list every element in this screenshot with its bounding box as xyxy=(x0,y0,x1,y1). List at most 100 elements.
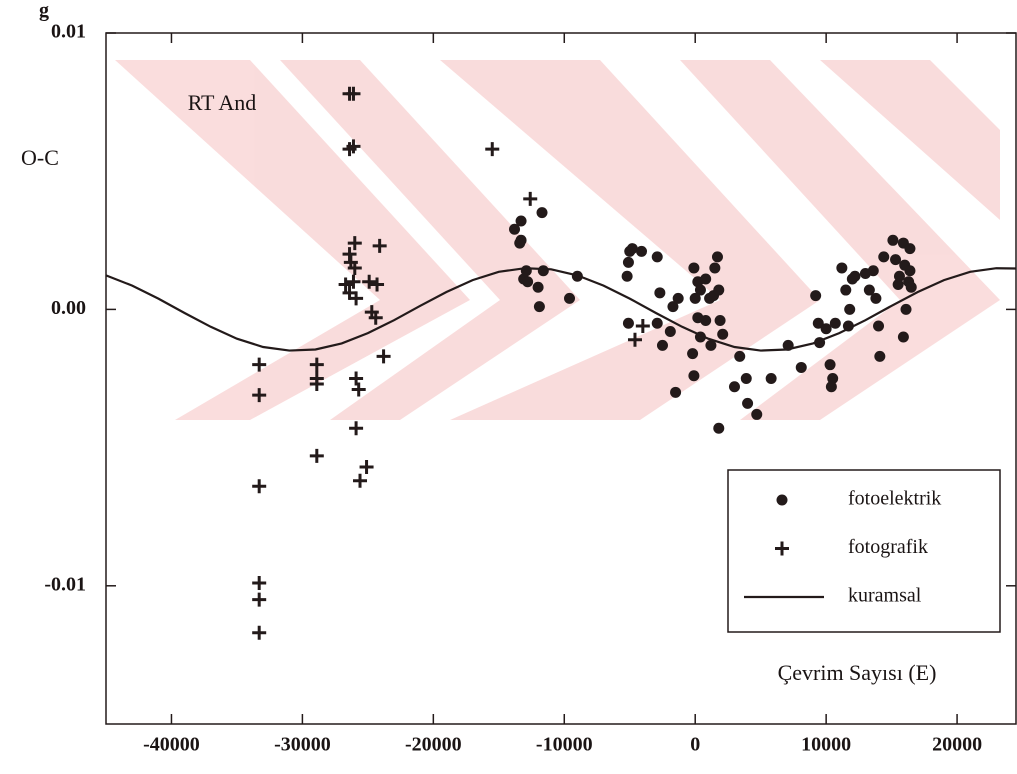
data-point xyxy=(892,279,904,291)
data-point xyxy=(349,421,364,436)
y-tick-label: 0.00 xyxy=(51,297,86,319)
data-point xyxy=(509,223,521,235)
chart-title: RT And xyxy=(188,90,257,115)
data-point xyxy=(689,292,701,304)
data-point xyxy=(252,576,267,591)
data-point xyxy=(627,332,642,347)
data-point xyxy=(664,326,676,338)
x-tick-label: -40000 xyxy=(143,734,200,756)
data-point xyxy=(622,256,634,268)
data-point xyxy=(795,361,807,373)
data-point xyxy=(887,234,899,246)
data-point xyxy=(362,274,377,289)
data-point xyxy=(532,281,544,293)
x-tick-label: 20000 xyxy=(932,734,982,756)
data-point xyxy=(714,314,726,326)
legend-label: fotoelektrik xyxy=(848,488,941,510)
data-point xyxy=(309,448,324,463)
data-point xyxy=(829,317,841,329)
x-tick-label: -20000 xyxy=(405,734,462,756)
data-point xyxy=(621,270,633,282)
data-point xyxy=(376,349,391,364)
data-point xyxy=(820,323,832,335)
data-point xyxy=(523,191,538,206)
data-point xyxy=(849,270,861,282)
data-point xyxy=(564,292,576,304)
data-point xyxy=(705,339,717,351)
data-point xyxy=(688,262,700,274)
plot-frame xyxy=(105,32,1017,725)
data-point xyxy=(904,265,916,277)
data-point xyxy=(351,382,366,397)
data-point xyxy=(346,139,361,154)
y-tick-label: -0.01 xyxy=(44,573,86,595)
data-point xyxy=(740,373,752,384)
data-point xyxy=(670,386,682,398)
data-point xyxy=(687,348,699,360)
data-point xyxy=(824,359,836,371)
y-unit: g xyxy=(39,0,49,22)
data-point xyxy=(656,339,668,351)
data-point xyxy=(622,317,634,329)
data-point xyxy=(520,265,532,277)
data-point xyxy=(672,292,684,304)
x-tick-label: -10000 xyxy=(536,734,593,756)
data-point xyxy=(711,251,723,263)
data-point xyxy=(812,317,824,329)
legend-box xyxy=(727,469,1001,633)
data-point xyxy=(353,473,368,488)
data-point xyxy=(840,284,852,296)
data-point xyxy=(347,260,362,275)
x-tick-label: -30000 xyxy=(274,734,331,756)
data-point xyxy=(636,245,648,257)
data-point xyxy=(372,238,387,253)
legend-label: kuramsal xyxy=(848,585,922,607)
data-point xyxy=(651,251,663,263)
data-point xyxy=(309,357,324,372)
data-point xyxy=(893,270,905,282)
data-point xyxy=(742,397,754,409)
data-point xyxy=(252,357,267,372)
data-point xyxy=(765,373,777,384)
data-point xyxy=(844,303,856,315)
model-curve xyxy=(105,267,1017,352)
data-point xyxy=(667,301,679,313)
data-point xyxy=(252,625,267,640)
data-point xyxy=(485,142,500,157)
data-point xyxy=(533,301,545,313)
x-tick-label: 0 xyxy=(690,734,700,756)
data-point xyxy=(728,381,740,393)
data-point xyxy=(700,314,712,326)
data-point xyxy=(713,422,725,434)
data-point xyxy=(713,284,725,296)
data-point xyxy=(626,243,638,255)
x-axis-label: Çevrim Sayısı (E) xyxy=(778,660,937,685)
data-point xyxy=(863,284,875,296)
y-axis-label: O-C xyxy=(21,145,59,170)
data-point xyxy=(515,215,527,227)
data-point xyxy=(688,370,700,382)
data-point xyxy=(825,381,837,393)
data-point xyxy=(347,236,362,251)
data-point xyxy=(346,86,361,101)
data-point xyxy=(349,371,364,386)
data-point xyxy=(654,287,666,299)
data-point xyxy=(514,237,526,249)
data-point xyxy=(827,373,839,384)
data-point xyxy=(751,408,763,420)
data-point xyxy=(867,265,879,277)
data-point xyxy=(700,273,712,285)
data-point xyxy=(836,262,848,274)
data-point xyxy=(734,350,746,362)
data-point xyxy=(904,243,916,255)
data-point xyxy=(349,291,364,306)
data-point xyxy=(252,388,267,403)
data-point xyxy=(900,303,912,315)
data-point xyxy=(537,265,549,277)
data-point xyxy=(810,290,822,302)
data-point xyxy=(370,277,385,292)
data-point xyxy=(897,331,909,343)
data-point xyxy=(252,592,267,607)
data-point xyxy=(522,276,534,288)
